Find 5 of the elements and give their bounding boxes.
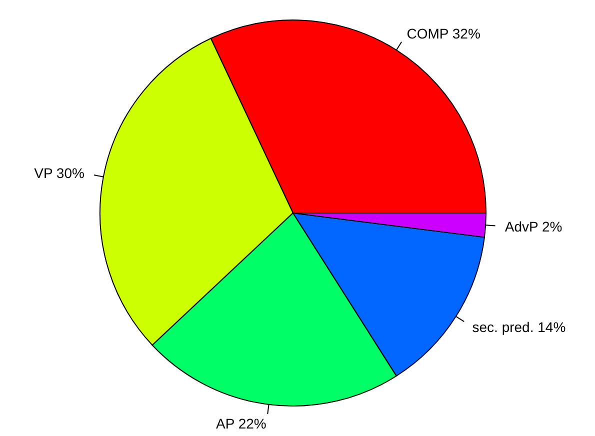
slice-label: AdvP 2% [504, 218, 562, 234]
slice-label: VP 30% [34, 165, 84, 182]
slice-label: AP 22% [216, 416, 266, 432]
slice-label: COMP 32% [406, 26, 480, 42]
slice-label: sec. pred. 14% [472, 318, 566, 335]
